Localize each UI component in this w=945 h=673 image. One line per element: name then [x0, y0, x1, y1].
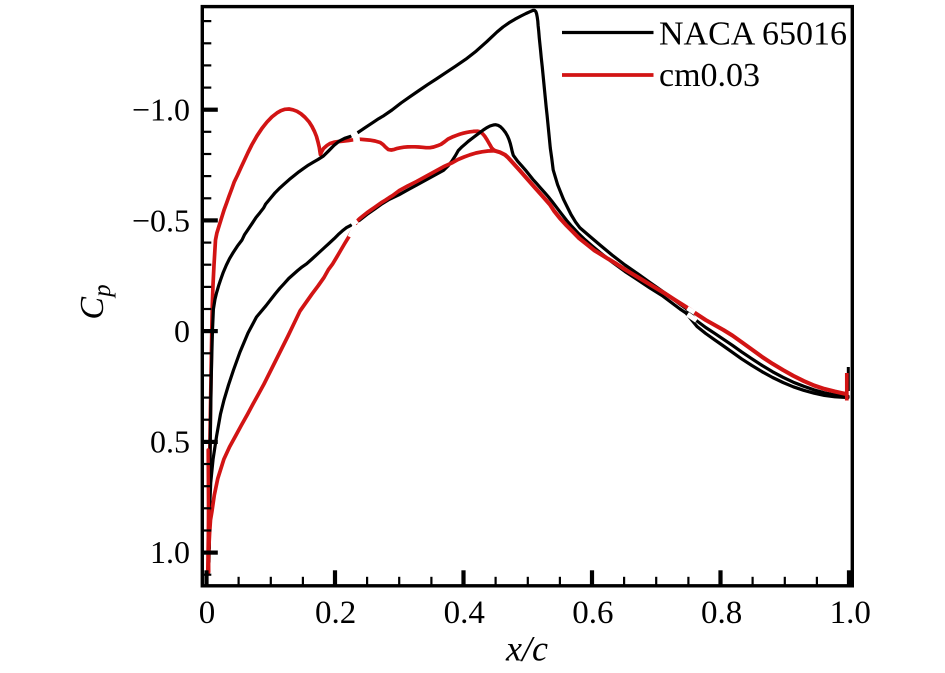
svg-text:0.8: 0.8: [701, 595, 742, 631]
svg-text:0.2: 0.2: [315, 595, 356, 631]
svg-text:0: 0: [199, 595, 216, 631]
svg-text:−1.0: −1.0: [132, 91, 190, 127]
svg-text:0.6: 0.6: [572, 595, 613, 631]
svg-text:0.4: 0.4: [444, 595, 485, 631]
svg-text:1.0: 1.0: [150, 534, 190, 570]
svg-text:NACA 65016: NACA 65016: [659, 16, 847, 53]
svg-text:x/c: x/c: [505, 629, 548, 669]
svg-text:1.0: 1.0: [830, 595, 871, 631]
svg-text:0: 0: [174, 313, 190, 349]
svg-text:−0.5: −0.5: [132, 202, 190, 238]
svg-text:cm0.03: cm0.03: [659, 57, 760, 94]
svg-text:0.5: 0.5: [150, 424, 190, 460]
